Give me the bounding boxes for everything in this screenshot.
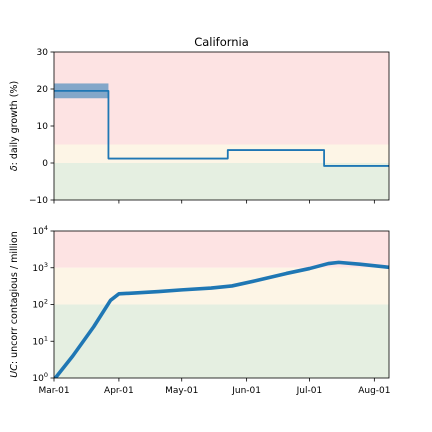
y-axis-label: UC: uncorr contagious / million [9, 231, 20, 378]
x-tick-label: Mar-01 [38, 386, 69, 396]
x-tick-label: Jul-01 [296, 386, 323, 396]
y-tick-label: 103 [32, 261, 48, 274]
zone-green [54, 163, 389, 200]
contagious-panel: 100 101 102 103 104 Mar-01 Apr-01 May-01 Jun-01 J… [9, 224, 390, 396]
x-tick-label: Apr-01 [104, 386, 134, 396]
y-tick-label: 101 [32, 334, 48, 347]
zone-green [54, 304, 389, 378]
y-tick-label: 20 [37, 85, 49, 95]
y-tick-label: 30 [37, 48, 49, 58]
chart-title: California [194, 35, 249, 49]
zone-red [54, 52, 389, 145]
growth-rate-panel: −10 0 10 20 30 δ: daily growth (%) [9, 48, 390, 206]
y-axis-label: δ: daily growth (%) [9, 81, 20, 171]
y-tick-label: 0 [42, 159, 48, 169]
y-tick-label: 104 [32, 224, 48, 237]
series-line-0 [54, 260, 389, 378]
x-tick-label: May-01 [165, 386, 198, 396]
y-tick-label: 102 [32, 298, 48, 311]
series-line-0 [54, 89, 389, 167]
y-tick-label: 10 [37, 122, 49, 132]
y-tick-label: −10 [29, 196, 48, 206]
zone-yellow [54, 144, 389, 163]
x-tick-label: Jun-01 [231, 386, 261, 396]
y-tick-label: 100 [32, 371, 48, 384]
x-tick-label: Aug-01 [358, 386, 390, 396]
